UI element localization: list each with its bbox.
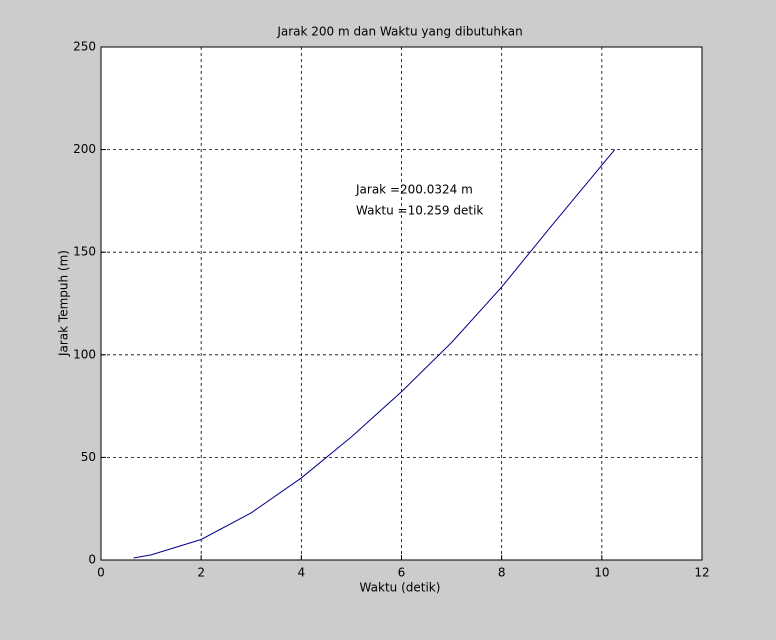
y-tick-label: 100 <box>73 347 96 361</box>
data-line <box>133 149 616 559</box>
y-tick-label: 200 <box>73 142 96 156</box>
chart-title: Jarak 200 m dan Waktu yang dibutuhkan <box>276 25 522 39</box>
axes-box <box>100 46 703 561</box>
x-tick-label: 4 <box>298 566 306 580</box>
x-tick-label: 0 <box>97 566 105 580</box>
y-tick-label: 50 <box>81 450 96 464</box>
x-tick-label: 12 <box>694 566 709 580</box>
x-tick-label: 6 <box>398 566 406 580</box>
x-tick-label: 8 <box>498 566 506 580</box>
x-tick-label: 10 <box>594 566 609 580</box>
x-tick-label: 2 <box>197 566 205 580</box>
annotation: Jarak =200.0324 m <box>355 183 473 197</box>
y-axis-label: Jarak Tempuh (m) <box>57 250 71 357</box>
plot-area <box>101 47 702 560</box>
y-tick-label: 0 <box>88 553 96 567</box>
y-tick-label: 250 <box>73 40 96 54</box>
annotation: Waktu =10.259 detik <box>356 204 483 218</box>
y-tick-label: 150 <box>73 245 96 259</box>
x-axis-label: Waktu (detik) <box>360 581 441 595</box>
